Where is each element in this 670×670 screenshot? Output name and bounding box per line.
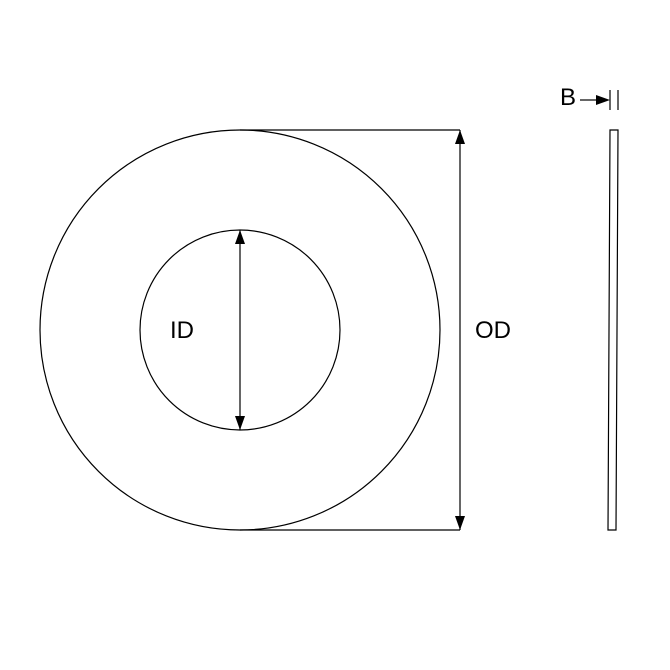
side-profile: [608, 130, 618, 530]
od-label: OD: [475, 317, 511, 344]
id-dimension: ID: [170, 230, 245, 430]
b-label: B: [560, 84, 576, 111]
b-arrowhead: [596, 95, 610, 105]
id-arrowhead-bottom: [235, 416, 245, 430]
od-arrowhead-top: [455, 130, 465, 144]
side-view: [608, 130, 618, 530]
id-label: ID: [170, 317, 194, 344]
b-dimension: B: [560, 84, 618, 111]
od-dimension: OD: [240, 130, 511, 530]
id-arrowhead-top: [235, 230, 245, 244]
washer-diagram: OD ID B: [0, 0, 670, 670]
od-arrowhead-bottom: [455, 516, 465, 530]
